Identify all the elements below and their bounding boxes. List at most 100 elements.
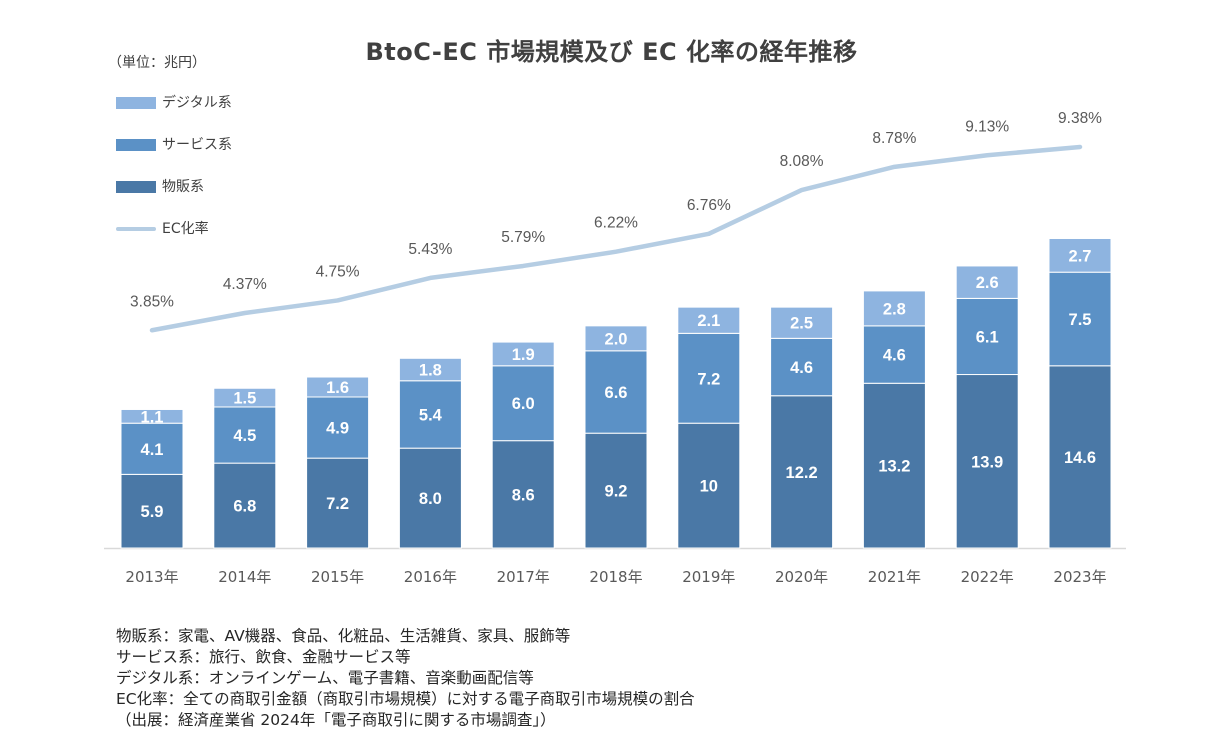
x-tick-label-10: 2023年 bbox=[1053, 568, 1106, 586]
bar-value-label-1-7: 4.6 bbox=[790, 359, 813, 377]
bar-segment-1-5 bbox=[584, 350, 648, 434]
bar-segment-1-9 bbox=[955, 297, 1019, 376]
bar-segment-0-10 bbox=[1048, 365, 1112, 549]
legend-swatch-service bbox=[116, 139, 156, 151]
footnote-digital: デジタル系：オンラインゲーム、電子書籍、音楽動画配信等 bbox=[116, 669, 534, 687]
bar-value-label-2-8: 2.8 bbox=[883, 300, 906, 318]
x-tick-label-0: 2013年 bbox=[125, 568, 178, 586]
ec-rate-label-3: 5.43% bbox=[408, 241, 452, 258]
footnote-service: サービス系：旅行、飲食、金融サービス等 bbox=[116, 648, 411, 666]
ec-rate-label-5: 6.22% bbox=[594, 215, 638, 232]
unit-label: （単位：兆円） bbox=[108, 55, 206, 71]
bar-segment-1-2 bbox=[306, 396, 370, 459]
ec-rate-label-9: 9.13% bbox=[965, 118, 1009, 135]
footnote-source: （出展：経済産業省 2024年「電子商取引に関する市場調査」） bbox=[116, 711, 556, 729]
bar-segment-2-0 bbox=[120, 408, 184, 424]
bar-segment-1-0 bbox=[120, 422, 184, 475]
bar-segment-0-2 bbox=[306, 457, 370, 549]
x-tick-label-4: 2017年 bbox=[497, 568, 550, 586]
bar-segment-0-6 bbox=[677, 422, 741, 549]
bar-value-label-0-1: 6.8 bbox=[233, 498, 256, 516]
bar-segment-1-6 bbox=[677, 332, 741, 424]
legend-label-ec-rate: EC化率 bbox=[162, 221, 209, 237]
x-tick-label-6: 2019年 bbox=[682, 568, 735, 586]
bar-value-label-0-5: 9.2 bbox=[605, 483, 628, 501]
bar-value-label-2-7: 2.5 bbox=[790, 315, 813, 333]
bar-segment-0-8 bbox=[862, 382, 926, 549]
x-tick-label-5: 2018年 bbox=[589, 568, 642, 586]
bar-value-label-1-3: 5.4 bbox=[419, 406, 443, 424]
bar-segment-2-2 bbox=[306, 376, 370, 398]
bar-segment-2-6 bbox=[677, 306, 741, 334]
bar-segment-2-10 bbox=[1048, 237, 1112, 273]
bar-value-label-1-1: 4.5 bbox=[233, 427, 256, 445]
x-tick-label-3: 2016年 bbox=[404, 568, 457, 586]
legend-swatch-digital bbox=[116, 97, 156, 109]
bar-value-label-1-8: 4.6 bbox=[883, 347, 906, 365]
ec-rate-label-0: 3.85% bbox=[130, 293, 174, 310]
bar-segment-2-4 bbox=[491, 341, 555, 367]
legend-line-ec-rate bbox=[116, 227, 156, 231]
chart-title: BtoC-EC 市場規模及び EC 化率の経年推移 bbox=[365, 38, 858, 66]
bar-segment-0-4 bbox=[491, 440, 555, 549]
bar-value-label-0-7: 12.2 bbox=[786, 464, 818, 482]
bar-value-label-1-4: 6.0 bbox=[512, 395, 535, 413]
bar-segment-1-10 bbox=[1048, 271, 1112, 367]
bar-value-label-0-0: 5.9 bbox=[141, 503, 164, 521]
bar-value-label-2-5: 2.0 bbox=[605, 330, 628, 348]
bar-value-label-1-6: 7.2 bbox=[697, 370, 720, 388]
bar-value-label-0-4: 8.6 bbox=[512, 486, 535, 504]
x-tick-label-8: 2021年 bbox=[868, 568, 921, 586]
footnotes: 物販系：家電、AV機器、食品、化粧品、生活雑貨、家具、服飾等 サービス系：旅行、… bbox=[116, 626, 695, 731]
bar-segment-0-3 bbox=[398, 447, 462, 549]
ec-rate-label-4: 5.79% bbox=[501, 229, 545, 246]
legend-label-service: サービス系 bbox=[162, 137, 232, 153]
bar-value-label-0-8: 13.2 bbox=[878, 458, 910, 476]
bar-segment-0-1 bbox=[213, 462, 277, 549]
bar-value-label-1-9: 6.1 bbox=[976, 328, 999, 346]
ec-rate-line bbox=[149, 144, 1083, 333]
x-tick-label-1: 2014年 bbox=[218, 568, 271, 586]
bar-value-label-2-6: 2.1 bbox=[697, 312, 720, 330]
bar-segment-2-3 bbox=[398, 357, 462, 382]
bar-segment-2-1 bbox=[213, 387, 277, 408]
x-tick-label-2: 2015年 bbox=[311, 568, 364, 586]
bar-value-label-1-5: 6.6 bbox=[605, 384, 628, 402]
bar-value-label-0-9: 13.9 bbox=[971, 453, 1003, 471]
legend-swatch-goods bbox=[116, 181, 156, 193]
bar-segment-2-9 bbox=[955, 265, 1019, 299]
bar-value-label-0-2: 7.2 bbox=[326, 495, 349, 513]
bar-value-label-0-6: 10 bbox=[700, 478, 718, 496]
bar-value-label-2-4: 1.9 bbox=[512, 346, 535, 364]
ec-rate-label-6: 6.76% bbox=[687, 197, 731, 214]
bar-segment-1-1 bbox=[213, 406, 277, 464]
bar-segment-0-0 bbox=[120, 473, 184, 549]
bar-segment-2-7 bbox=[770, 306, 834, 339]
ec-rate-label-7: 8.08% bbox=[780, 153, 824, 170]
bar-value-label-0-3: 8.0 bbox=[419, 490, 442, 508]
footnote-goods: 物販系：家電、AV機器、食品、化粧品、生活雑貨、家具、服飾等 bbox=[116, 627, 571, 645]
x-tick-label-9: 2022年 bbox=[961, 568, 1014, 586]
bar-segment-0-5 bbox=[584, 432, 648, 549]
ec-rate-label-2: 4.75% bbox=[316, 263, 360, 280]
bar-value-label-1-2: 4.9 bbox=[326, 420, 349, 438]
bar-segment-0-7 bbox=[770, 395, 834, 549]
bar-value-label-1-0: 4.1 bbox=[141, 441, 164, 459]
bar-value-label-2-2: 1.6 bbox=[326, 379, 349, 397]
ec-rate-label-10: 9.38% bbox=[1058, 110, 1102, 127]
bar-value-label-2-1: 1.5 bbox=[233, 390, 256, 408]
legend-label-goods: 物販系 bbox=[162, 179, 204, 195]
bar-segment-2-5 bbox=[584, 325, 648, 352]
bar-value-label-0-10: 14.6 bbox=[1064, 449, 1096, 467]
bar-value-label-2-10: 2.7 bbox=[1069, 247, 1092, 265]
bar-value-label-2-3: 1.8 bbox=[419, 362, 442, 380]
legend-label-digital: デジタル系 bbox=[162, 95, 232, 111]
bar-value-label-1-10: 7.5 bbox=[1069, 311, 1092, 329]
ec-rate-label-8: 8.78% bbox=[872, 130, 916, 147]
bar-segment-0-9 bbox=[955, 374, 1019, 549]
bar-value-label-2-9: 2.6 bbox=[976, 274, 999, 292]
x-tick-label-7: 2020年 bbox=[775, 568, 828, 586]
footnote-ec-rate: EC化率：全ての商取引金額（商取引市場規模）に対する電子商取引市場規模の割合 bbox=[116, 690, 695, 708]
ec-rate-label-1: 4.37% bbox=[223, 276, 267, 293]
